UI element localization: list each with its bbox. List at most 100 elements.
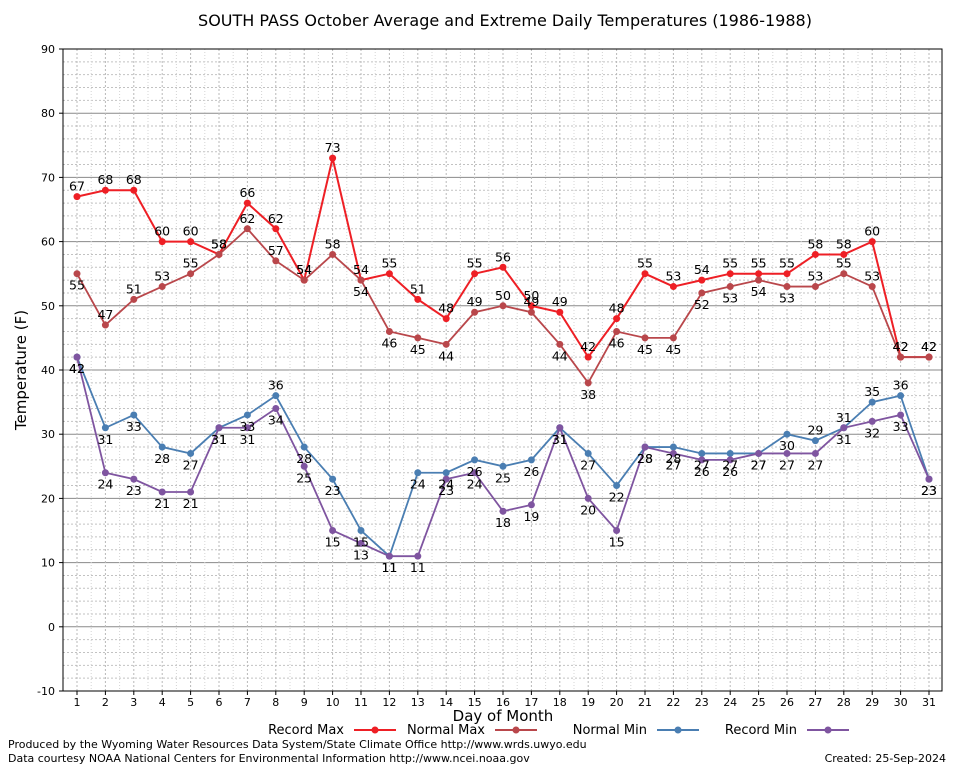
data-point [925, 475, 933, 483]
data-label: 51 [410, 281, 426, 296]
data-label: 62 [239, 211, 255, 226]
y-tick-label: 30 [41, 428, 55, 441]
data-label: 50 [495, 288, 511, 303]
data-label: 28 [637, 451, 653, 466]
data-point [101, 424, 109, 432]
data-point [300, 443, 308, 451]
data-label: 22 [609, 490, 625, 505]
data-label: 11 [381, 560, 397, 575]
data-label: 42 [893, 339, 909, 354]
data-point [811, 449, 819, 457]
x-tick-label: 19 [581, 696, 595, 709]
data-point [527, 501, 535, 509]
grid [63, 49, 942, 691]
data-point [499, 462, 507, 470]
data-label: 49 [552, 294, 568, 309]
x-tick-label: 12 [382, 696, 396, 709]
data-point [272, 405, 280, 413]
data-label: 55 [637, 256, 653, 271]
data-point [897, 353, 905, 361]
data-label: 25 [296, 470, 312, 485]
data-label: 36 [268, 378, 284, 393]
x-tick-label: 5 [187, 696, 194, 709]
data-point [329, 154, 337, 162]
x-tick-label: 23 [695, 696, 709, 709]
legend-marker [512, 726, 520, 734]
x-tick-label: 7 [244, 696, 251, 709]
data-point [726, 283, 734, 291]
data-label: 54 [353, 262, 369, 277]
data-point [73, 193, 81, 201]
data-label: 24 [467, 477, 483, 492]
y-tick-label: 0 [48, 621, 55, 634]
data-point [187, 270, 195, 278]
data-point [499, 263, 507, 271]
legend-label: Record Min [725, 723, 797, 738]
data-label: 54 [296, 262, 312, 277]
data-label: 53 [779, 291, 795, 306]
data-label: 11 [410, 560, 426, 575]
data-label: 27 [807, 457, 823, 472]
data-label: 31 [239, 432, 255, 447]
data-label: 54 [353, 284, 369, 299]
x-tick-label: 28 [837, 696, 851, 709]
x-tick-label: 8 [272, 696, 279, 709]
data-label: 34 [268, 413, 284, 428]
data-label: 26 [722, 464, 738, 479]
data-label: 58 [211, 236, 227, 251]
data-point [101, 186, 109, 194]
data-label: 55 [69, 278, 85, 293]
data-point [442, 469, 450, 477]
data-label: 15 [325, 535, 341, 550]
data-label: 30 [779, 438, 795, 453]
data-point [329, 527, 337, 534]
data-label: 35 [864, 384, 880, 399]
data-point [243, 424, 251, 432]
data-point [669, 449, 677, 457]
data-label: 27 [751, 457, 767, 472]
data-label: 46 [381, 335, 397, 350]
data-point [101, 321, 109, 329]
x-tick-label: 10 [326, 696, 340, 709]
data-point [73, 270, 81, 278]
data-label: 45 [637, 342, 653, 357]
x-tick-label: 1 [74, 696, 81, 709]
data-point [556, 424, 564, 432]
data-point [243, 411, 251, 419]
x-tick-label: 20 [610, 696, 624, 709]
data-label: 42 [69, 361, 85, 376]
data-label: 21 [154, 496, 170, 511]
data-point [158, 488, 166, 496]
data-point [840, 270, 848, 278]
data-label: 27 [580, 457, 596, 472]
data-label: 42 [69, 361, 85, 376]
data-label: 51 [126, 281, 142, 296]
x-tick-label: 13 [411, 696, 425, 709]
data-point [584, 353, 592, 361]
data-label: 60 [154, 224, 170, 239]
data-label: 60 [183, 224, 199, 239]
data-point [698, 456, 706, 464]
data-point [471, 270, 479, 278]
data-point [300, 462, 308, 470]
data-point [243, 225, 251, 233]
legend-label: Normal Max [407, 723, 485, 738]
x-tick-label: 25 [752, 696, 766, 709]
data-label: 33 [239, 419, 255, 434]
x-tick-label: 16 [496, 696, 510, 709]
data-point [783, 449, 791, 457]
data-point [499, 507, 507, 515]
data-label: 68 [97, 172, 113, 187]
data-label: 56 [495, 249, 511, 264]
data-label: 54 [296, 262, 312, 277]
data-label: 55 [779, 256, 795, 271]
footer-created-date: Created: 25-Sep-2024 [825, 752, 946, 765]
data-point [726, 449, 734, 457]
data-label: 62 [268, 211, 284, 226]
data-label: 23 [921, 483, 937, 498]
data-label: 38 [580, 387, 596, 402]
data-label: 33 [893, 419, 909, 434]
data-label: 42 [921, 339, 937, 354]
data-point [499, 302, 507, 310]
data-label: 15 [353, 535, 369, 550]
